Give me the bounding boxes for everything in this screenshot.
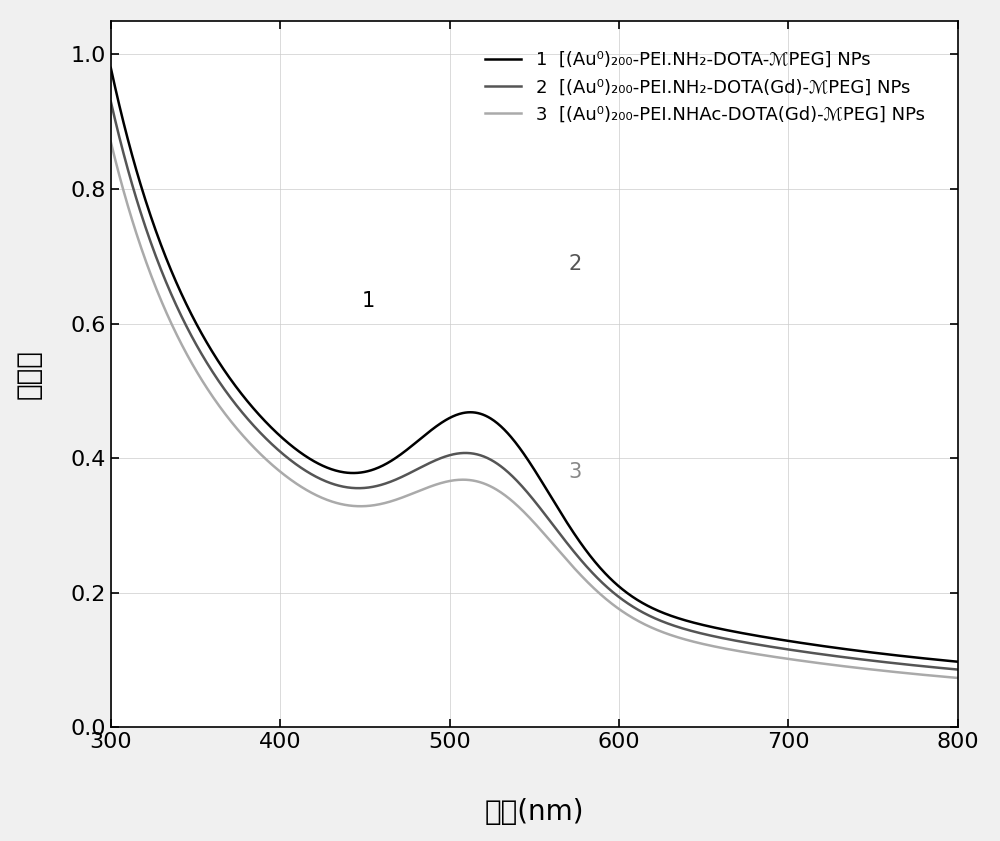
2  [(Au⁰)₂₀₀-PEI.NH₂-DOTA(Gd)-ℳPEG] NPs (686, 627, 698, 637)
2  [(Au⁰)₂₀₀-PEI.NH₂-DOTA(Gd)-ℳPEG] NPs (447, 449, 459, 459)
Text: 2: 2 (568, 254, 581, 274)
Line: 2  [(Au⁰)₂₀₀-PEI.NH₂-DOTA(Gd)-ℳPEG] NPs: 2 [(Au⁰)₂₀₀-PEI.NH₂-DOTA(Gd)-ℳPEG] NPs (111, 102, 958, 669)
2  [(Au⁰)₂₀₀-PEI.NH₂-DOTA(Gd)-ℳPEG] NPs (478, 452, 490, 462)
2  [(Au⁰)₂₀₀-PEI.NH₂-DOTA(Gd)-ℳPEG] NPs (765, 642, 777, 652)
1  [(Au⁰)₂₀₀-PEI.NH₂-DOTA-ℳPEG] NPs (952, 657, 964, 667)
Legend: 1  [(Au⁰)₂₀₀-PEI.NH₂-DOTA-ℳPEG] NPs, 2  [(Au⁰)₂₀₀-PEI.NH₂-DOTA(Gd)-ℳPEG] NPs, 3 : 1 [(Au⁰)₂₀₀-PEI.NH₂-DOTA-ℳPEG] NPs, 2 [(… (478, 44, 932, 130)
1  [(Au⁰)₂₀₀-PEI.NH₂-DOTA-ℳPEG] NPs (447, 411, 459, 421)
Text: 3: 3 (568, 463, 581, 483)
3  [(Au⁰)₂₀₀-PEI.NHAc-DOTA(Gd)-ℳPEG] NPs (447, 475, 459, 485)
1  [(Au⁰)₂₀₀-PEI.NH₂-DOTA-ℳPEG] NPs (478, 410, 490, 420)
1  [(Au⁰)₂₀₀-PEI.NH₂-DOTA-ℳPEG] NPs (765, 633, 777, 643)
Line: 3  [(Au⁰)₂₀₀-PEI.NHAc-DOTA(Gd)-ℳPEG] NPs: 3 [(Au⁰)₂₀₀-PEI.NHAc-DOTA(Gd)-ℳPEG] NPs (111, 142, 958, 678)
3  [(Au⁰)₂₀₀-PEI.NHAc-DOTA(Gd)-ℳPEG] NPs (478, 479, 490, 489)
3  [(Au⁰)₂₀₀-PEI.NHAc-DOTA(Gd)-ℳPEG] NPs (765, 651, 777, 661)
2  [(Au⁰)₂₀₀-PEI.NH₂-DOTA(Gd)-ℳPEG] NPs (952, 664, 964, 674)
3  [(Au⁰)₂₀₀-PEI.NHAc-DOTA(Gd)-ℳPEG] NPs (191, 368, 203, 378)
3  [(Au⁰)₂₀₀-PEI.NHAc-DOTA(Gd)-ℳPEG] NPs (781, 653, 793, 664)
Text: 吸光度: 吸光度 (15, 349, 43, 399)
3  [(Au⁰)₂₀₀-PEI.NHAc-DOTA(Gd)-ℳPEG] NPs (952, 673, 964, 683)
Text: 波长(nm): 波长(nm) (485, 798, 584, 826)
3  [(Au⁰)₂₀₀-PEI.NHAc-DOTA(Gd)-ℳPEG] NPs (686, 637, 698, 647)
2  [(Au⁰)₂₀₀-PEI.NH₂-DOTA(Gd)-ℳPEG] NPs (781, 644, 793, 654)
1  [(Au⁰)₂₀₀-PEI.NH₂-DOTA-ℳPEG] NPs (105, 63, 117, 73)
2  [(Au⁰)₂₀₀-PEI.NH₂-DOTA(Gd)-ℳPEG] NPs (191, 341, 203, 352)
Text: 1: 1 (362, 291, 375, 311)
1  [(Au⁰)₂₀₀-PEI.NH₂-DOTA-ℳPEG] NPs (686, 617, 698, 627)
1  [(Au⁰)₂₀₀-PEI.NH₂-DOTA-ℳPEG] NPs (191, 320, 203, 331)
1  [(Au⁰)₂₀₀-PEI.NH₂-DOTA-ℳPEG] NPs (781, 636, 793, 646)
2  [(Au⁰)₂₀₀-PEI.NH₂-DOTA(Gd)-ℳPEG] NPs (105, 97, 117, 107)
Line: 1  [(Au⁰)₂₀₀-PEI.NH₂-DOTA-ℳPEG] NPs: 1 [(Au⁰)₂₀₀-PEI.NH₂-DOTA-ℳPEG] NPs (111, 68, 958, 662)
3  [(Au⁰)₂₀₀-PEI.NHAc-DOTA(Gd)-ℳPEG] NPs (105, 137, 117, 147)
